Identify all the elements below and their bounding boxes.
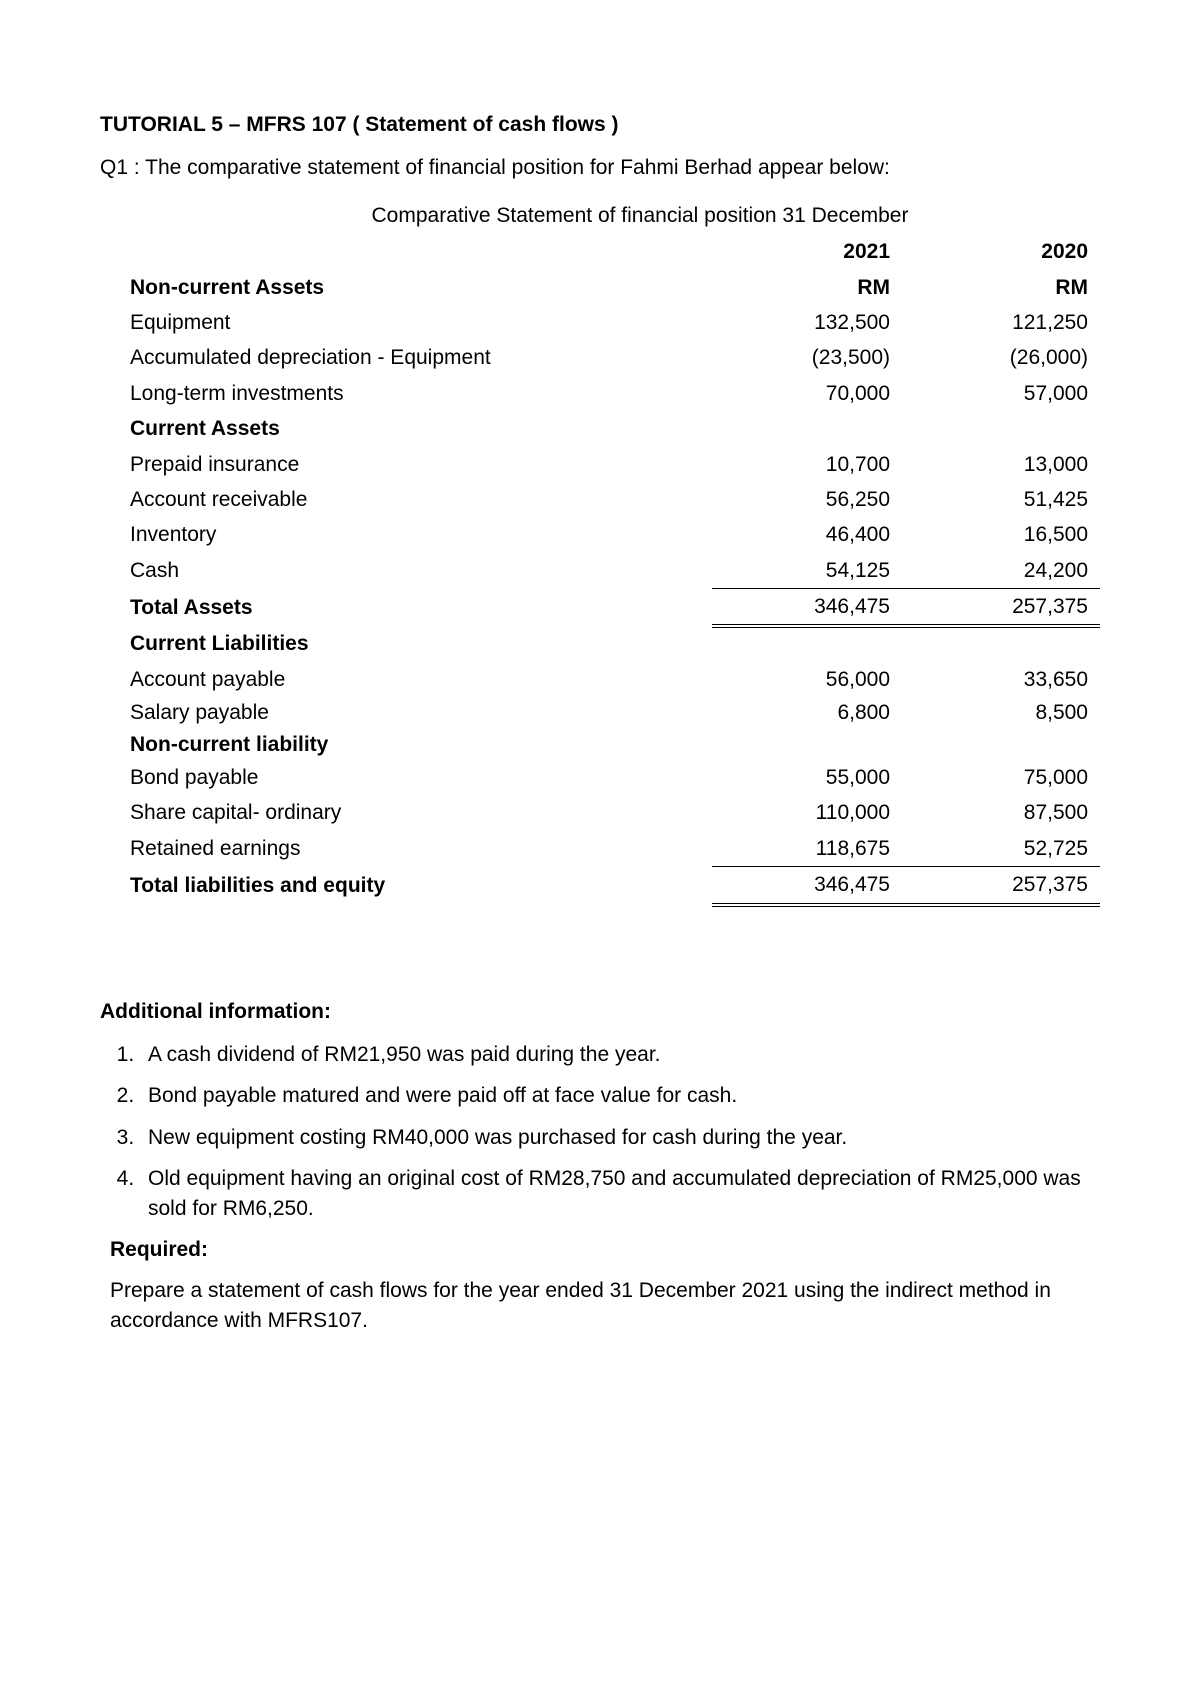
table-row: Share capital- ordinary 110,000 87,500 [130, 795, 1100, 830]
row-label: Retained earnings [130, 831, 712, 867]
list-item: Bond payable matured and were paid off a… [140, 1081, 1100, 1110]
row-value-2021: 6,800 [712, 697, 906, 728]
list-item: A cash dividend of RM21,950 was paid dur… [140, 1040, 1100, 1069]
row-value-2020: 8,500 [906, 697, 1100, 728]
table-year-row: 2021 2020 [130, 234, 1100, 269]
table-row: Accumulated depreciation - Equipment (23… [130, 340, 1100, 375]
row-label: Prepaid insurance [130, 447, 712, 482]
required-title: Required: [110, 1235, 1100, 1264]
row-value-2020: 24,200 [906, 553, 1100, 589]
row-value-2020: 51,425 [906, 482, 1100, 517]
row-value-2021: (23,500) [712, 340, 906, 375]
document-title: TUTORIAL 5 – MFRS 107 ( Statement of cas… [100, 110, 1100, 139]
row-value-2020: 75,000 [906, 760, 1100, 795]
table-row: Long-term investments 70,000 57,000 [130, 376, 1100, 411]
table-row: Bond payable 55,000 75,000 [130, 760, 1100, 795]
row-value-2021: 55,000 [712, 760, 906, 795]
row-value-2020: 52,725 [906, 831, 1100, 867]
row-label: Bond payable [130, 760, 712, 795]
year-2020-header: 2020 [906, 234, 1100, 269]
row-label: Equipment [130, 305, 712, 340]
nca-header: Non-current Assets [130, 270, 712, 305]
row-value-2021: 110,000 [712, 795, 906, 830]
row-label: Account payable [130, 662, 712, 697]
row-value-2021: 132,500 [712, 305, 906, 340]
additional-info-list: A cash dividend of RM21,950 was paid dur… [128, 1040, 1100, 1223]
table-row: Inventory 46,400 16,500 [130, 517, 1100, 552]
cl-header: Current Liabilities [130, 626, 712, 661]
total-assets-label: Total Assets [130, 589, 712, 627]
row-value-2020: (26,000) [906, 340, 1100, 375]
row-value-2021: 118,675 [712, 831, 906, 867]
currency-label-1: RM [712, 270, 906, 305]
table-row: Non-current liability [130, 729, 1100, 760]
row-label: Accumulated depreciation - Equipment [130, 340, 712, 375]
row-value-2021: 46,400 [712, 517, 906, 552]
row-value-2020: 257,375 [906, 589, 1100, 627]
total-le-label: Total liabilities and equity [130, 867, 712, 905]
row-label: Inventory [130, 517, 712, 552]
row-value-2020: 87,500 [906, 795, 1100, 830]
row-value-2021: 56,250 [712, 482, 906, 517]
currency-label-2: RM [906, 270, 1100, 305]
table-row: Equipment 132,500 121,250 [130, 305, 1100, 340]
table-currency-row: Non-current Assets RM RM [130, 270, 1100, 305]
row-value-2021: 54,125 [712, 553, 906, 589]
row-value-2020: 257,375 [906, 867, 1100, 905]
row-value-2021: 70,000 [712, 376, 906, 411]
table-row: Current Assets [130, 411, 1100, 446]
row-value-2021: 56,000 [712, 662, 906, 697]
table-row: Current Liabilities [130, 626, 1100, 661]
row-value-2021: 346,475 [712, 589, 906, 627]
row-value-2020: 13,000 [906, 447, 1100, 482]
row-value-2021: 10,700 [712, 447, 906, 482]
additional-info-title: Additional information: [100, 997, 1100, 1026]
table-row: Salary payable 6,800 8,500 [130, 697, 1100, 728]
row-label: Cash [130, 553, 712, 589]
question-intro: Q1 : The comparative statement of financ… [100, 153, 1100, 182]
row-value-2020: 16,500 [906, 517, 1100, 552]
row-label: Share capital- ordinary [130, 795, 712, 830]
table-row: Cash 54,125 24,200 [130, 553, 1100, 589]
ca-header: Current Assets [130, 411, 712, 446]
list-item: Old equipment having an original cost of… [140, 1164, 1100, 1223]
table-row: Prepaid insurance 10,700 13,000 [130, 447, 1100, 482]
required-text: Prepare a statement of cash flows for th… [110, 1276, 1100, 1335]
table-row: Total Assets 346,475 257,375 [130, 589, 1100, 627]
table-row: Retained earnings 118,675 52,725 [130, 831, 1100, 867]
row-value-2020: 33,650 [906, 662, 1100, 697]
table-caption: Comparative Statement of financial posit… [180, 201, 1100, 230]
row-value-2020: 57,000 [906, 376, 1100, 411]
table-row: Total liabilities and equity 346,475 257… [130, 867, 1100, 905]
table-row: Account receivable 56,250 51,425 [130, 482, 1100, 517]
ncl-header: Non-current liability [130, 729, 712, 760]
table-row: Account payable 56,000 33,650 [130, 662, 1100, 697]
financial-position-table: 2021 2020 Non-current Assets RM RM Equip… [130, 234, 1100, 906]
row-label: Account receivable [130, 482, 712, 517]
year-2021-header: 2021 [712, 234, 906, 269]
row-label: Salary payable [130, 697, 712, 728]
row-value-2021: 346,475 [712, 867, 906, 905]
row-value-2020: 121,250 [906, 305, 1100, 340]
list-item: New equipment costing RM40,000 was purch… [140, 1123, 1100, 1152]
row-label: Long-term investments [130, 376, 712, 411]
